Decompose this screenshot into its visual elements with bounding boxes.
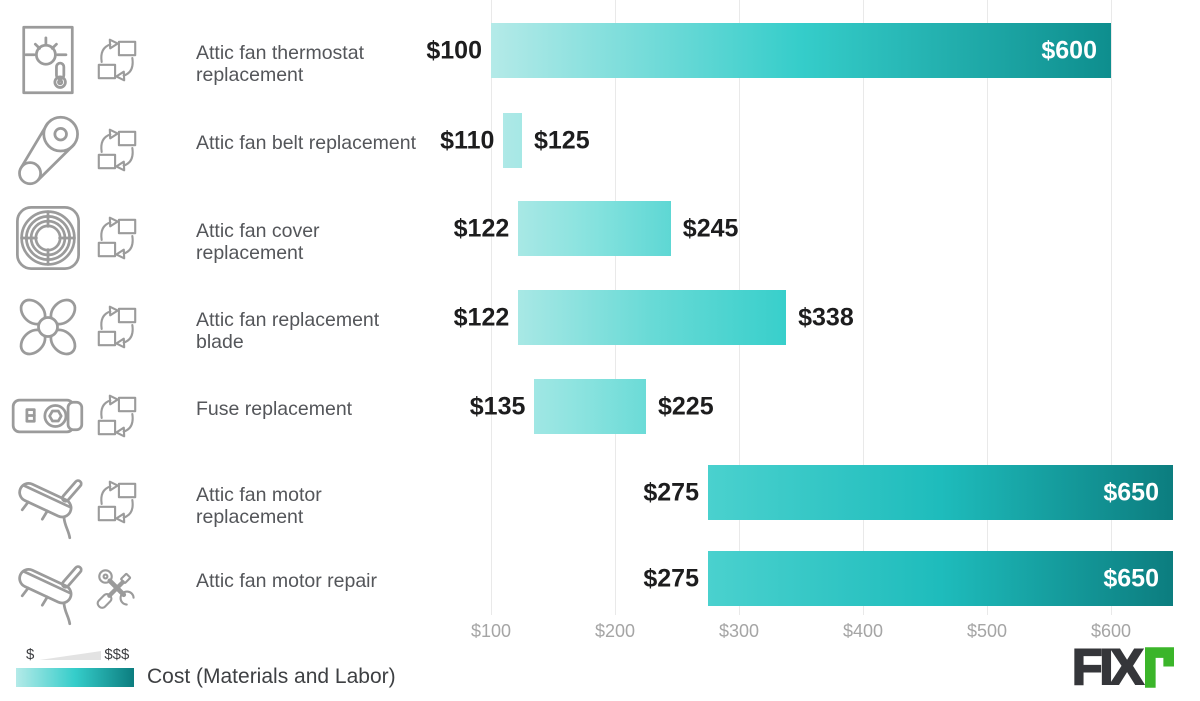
min-value-label: $122 xyxy=(453,214,510,242)
max-value-label: $225 xyxy=(658,392,714,420)
legend-wedge-icon xyxy=(39,651,102,660)
axis-tick-label: $600 xyxy=(1090,621,1132,641)
legend-caption: Cost (Materials and Labor) xyxy=(147,665,396,688)
cover-icon xyxy=(10,200,86,276)
max-value-label: $650 xyxy=(1103,478,1159,506)
cost-range-bar xyxy=(708,465,1173,520)
max-value-label: $338 xyxy=(798,303,854,331)
cost-range-bar xyxy=(518,290,787,345)
repair-icon xyxy=(94,565,140,611)
max-value-label: $650 xyxy=(1103,564,1159,592)
legend-scale: $ $$$ xyxy=(26,642,396,662)
belt-icon xyxy=(10,112,86,188)
axis-tick-label: $500 xyxy=(966,621,1008,641)
axis-tick-label: $100 xyxy=(470,621,512,641)
fixr-logo-text: FIX xyxy=(1071,639,1145,695)
max-value-label: $600 xyxy=(1041,36,1097,64)
cost-range-bar xyxy=(708,551,1173,606)
replace-icon xyxy=(94,37,140,83)
legend: $ $$$ Cost (Materials and Labor) xyxy=(16,642,396,689)
fixr-logo: FIX xyxy=(1071,639,1174,695)
gridline xyxy=(1111,0,1112,615)
category-label: Attic fan thermostat replacement xyxy=(196,42,364,86)
cost-range-bar xyxy=(534,379,646,434)
category-label: Attic fan replacement blade xyxy=(196,309,380,353)
legend-gradient-bar xyxy=(16,667,134,687)
max-value-label: $245 xyxy=(682,214,739,242)
motor-icon xyxy=(10,550,86,626)
min-value-label: $275 xyxy=(643,478,699,506)
max-value-label: $125 xyxy=(534,126,590,154)
category-label: Attic fan belt replacement xyxy=(196,132,417,154)
min-value-label: $100 xyxy=(426,36,482,64)
axis-tick-label: $400 xyxy=(842,621,884,641)
legend-max-symbol: $$$ xyxy=(104,646,130,663)
cost-range-bar xyxy=(503,113,522,168)
gridline xyxy=(987,0,988,615)
category-label: Attic fan motor replacement xyxy=(196,484,322,528)
replace-icon xyxy=(94,127,140,173)
category-label: Attic fan cover replacement xyxy=(196,220,320,264)
fuse-icon xyxy=(10,378,86,454)
axis-tick-label: $200 xyxy=(594,621,636,641)
min-value-label: $135 xyxy=(469,392,526,420)
category-label: Attic fan motor repair xyxy=(196,570,377,592)
category-label: Fuse replacement xyxy=(196,398,353,420)
gridline xyxy=(491,0,492,615)
gridline xyxy=(863,0,864,615)
blade-icon xyxy=(10,289,86,365)
replace-icon xyxy=(94,304,140,350)
cost-range-bar xyxy=(518,201,671,256)
legend-row: Cost (Materials and Labor) xyxy=(16,665,396,689)
replace-icon xyxy=(94,215,140,261)
replace-icon xyxy=(94,393,140,439)
fixr-logo-r-icon xyxy=(1144,647,1174,688)
min-value-label: $110 xyxy=(440,126,495,154)
legend-min-symbol: $ xyxy=(26,646,35,663)
cost-range-bar xyxy=(491,23,1111,78)
axis-tick-label: $300 xyxy=(718,621,760,641)
motor-icon xyxy=(10,464,86,540)
min-value-label: $122 xyxy=(453,303,510,331)
min-value-label: $275 xyxy=(643,564,699,592)
thermostat-icon xyxy=(10,22,86,98)
replace-icon xyxy=(94,479,140,525)
